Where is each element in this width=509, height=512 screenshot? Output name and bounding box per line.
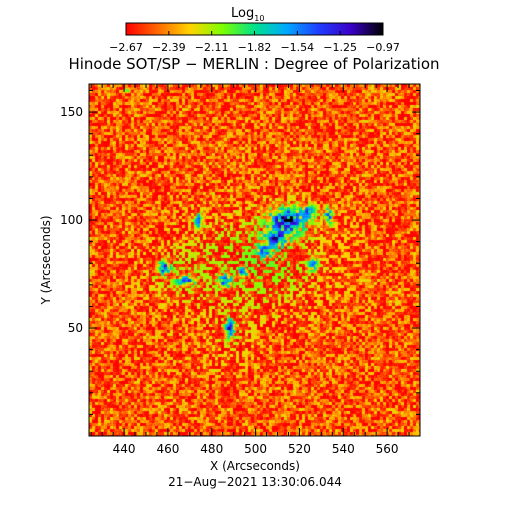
y-tick-label: 100 [60, 213, 83, 227]
colorbar-tick-label: −1.54 [280, 41, 314, 54]
plot-area [88, 83, 421, 437]
timestamp: 21−Aug−2021 13:30:06.044 [168, 475, 342, 489]
plot-frame [88, 83, 421, 437]
x-tick-label: 440 [113, 442, 136, 456]
colorbar-tick-label: −2.67 [109, 41, 143, 54]
y-axis: 50 100 150 [60, 89, 420, 437]
x-tick-label: 500 [244, 442, 267, 456]
y-tick-label: 50 [68, 321, 83, 335]
x-axis-label: X (Arcseconds) [210, 459, 300, 473]
y-tick-label: 150 [60, 105, 83, 119]
colorbar-tick-label: −2.39 [152, 41, 186, 54]
x-tick-label: 520 [288, 442, 311, 456]
colorbar-label: Log10 [231, 6, 264, 23]
colorbar-ticks: −2.67 −2.39 −2.11 −1.82 −1.54 −1.25 −0.97 [109, 31, 400, 54]
colorbar-tick-label: −1.82 [238, 41, 272, 54]
x-tick-label: 540 [332, 442, 355, 456]
colorbar-tick-label: −1.25 [323, 41, 357, 54]
x-tick-label: 460 [156, 442, 179, 456]
colorbar-tick-label: −0.97 [366, 41, 400, 54]
chart-title: Hinode SOT/SP − MERLIN : Degree of Polar… [68, 55, 439, 73]
y-axis-label: Y (Arcseconds) [39, 215, 53, 305]
polarization-heatmap [89, 84, 420, 436]
x-axis: 440 460 480 500 520 540 560 [90, 84, 421, 456]
x-tick-label: 480 [200, 442, 223, 456]
x-tick-label: 560 [376, 442, 399, 456]
colorbar-tick-label: −2.11 [195, 41, 229, 54]
